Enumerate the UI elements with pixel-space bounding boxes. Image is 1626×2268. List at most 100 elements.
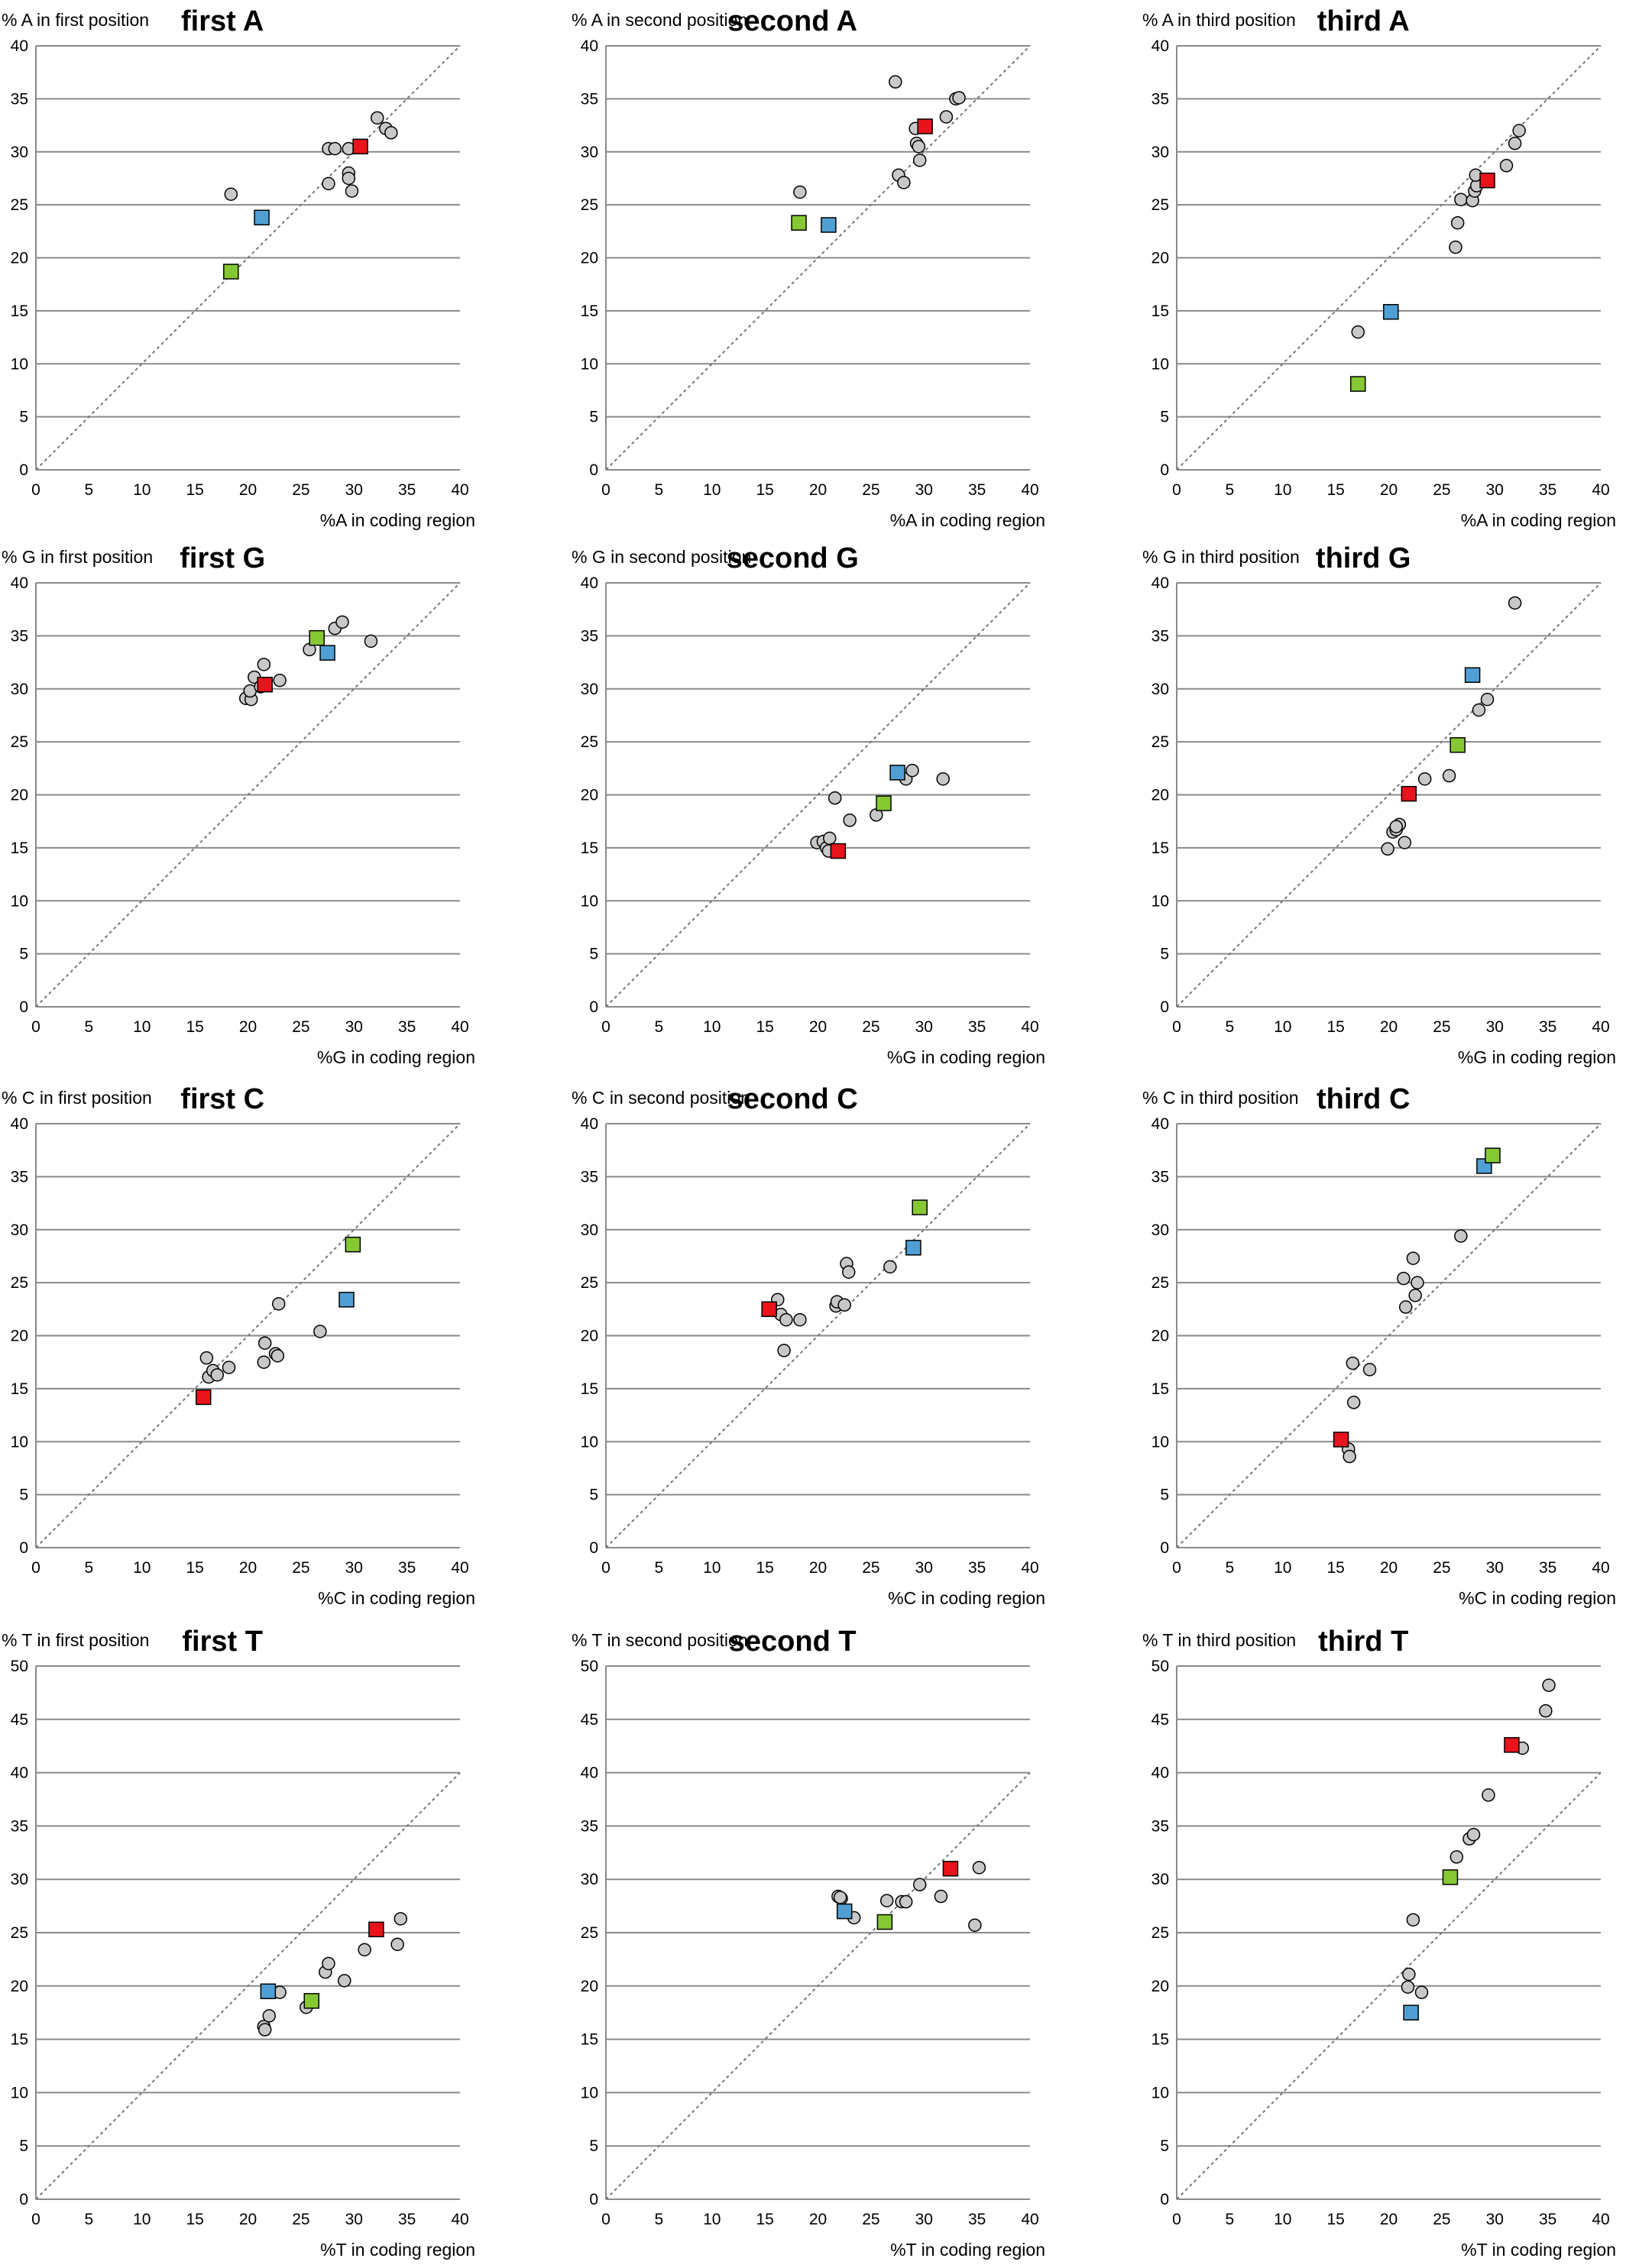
chart-5-ytick-label: 40 <box>1151 574 1169 592</box>
chart-11-ytick-label: 35 <box>1151 1817 1169 1835</box>
chart-5-xtick-label: 15 <box>1326 1018 1344 1036</box>
chart-2-ytick-label: 10 <box>1151 355 1169 373</box>
chart-3-xtick-label: 10 <box>133 1018 151 1036</box>
chart-6-ytick-label: 5 <box>19 1487 28 1504</box>
chart-0-xtick-label: 20 <box>239 481 257 499</box>
chart-8-red-square-point <box>1333 1432 1349 1448</box>
chart-6-xtick-label: 10 <box>133 1559 151 1577</box>
chart-2-circle-point <box>1351 325 1365 339</box>
chart-2-ytick-label: 0 <box>1160 461 1169 479</box>
chart-6-xtick-label: 15 <box>186 1559 203 1577</box>
chart-5-circle-point <box>1508 596 1522 610</box>
chart-2-circle-point <box>1512 124 1526 138</box>
chart-0-circle-point <box>322 176 335 191</box>
chart-11-ytick-label: 50 <box>1151 1658 1169 1675</box>
chart-6-ytick-label: 30 <box>11 1221 28 1239</box>
chart-7-circle-point <box>883 1260 897 1274</box>
chart-0-x-axis-label: %A in coding region <box>320 510 475 530</box>
chart-5: 0 5 10 15 20 25 30 35 40 0 5 10 15 20 25 30 35 40 % G in t… <box>1142 542 1616 1067</box>
chart-8-ytick-label: 20 <box>1151 1328 1169 1345</box>
chart-2-xtick-label: 0 <box>1172 481 1181 499</box>
chart-11-xtick-label: 5 <box>1226 2211 1235 2228</box>
chart-7-ytick-label: 35 <box>581 1168 598 1186</box>
chart-3-ytick-label: 35 <box>11 627 28 645</box>
chart-11-xtick-label: 15 <box>1326 2211 1344 2228</box>
chart-9-circle-point <box>390 1937 404 1952</box>
chart-4-ytick-label: 10 <box>581 892 598 910</box>
chart-7-title: second C <box>727 1083 858 1115</box>
chart-4-xtick-label: 5 <box>655 1018 664 1036</box>
chart-9-xtick-label: 5 <box>85 2211 94 2228</box>
chart-2-circle-point <box>1508 136 1522 150</box>
chart-5-blue-square-point <box>1464 667 1481 683</box>
chart-3-ytick-label: 0 <box>19 998 28 1016</box>
chart-6-ytick-label: 40 <box>11 1115 28 1133</box>
chart-10-circle-point <box>972 1861 986 1875</box>
chart-2-red-square-point <box>1479 172 1495 189</box>
chart-3-xtick-label: 35 <box>398 1018 416 1036</box>
chart-3-red-square-point <box>257 676 273 693</box>
chart-9-ytick-label: 10 <box>11 2084 28 2101</box>
chart-7-circle-point <box>841 1265 856 1279</box>
chart-7-ytick-label: 15 <box>581 1380 598 1398</box>
chart-6: 0 5 10 15 20 25 30 35 40 0 5 10 15 20 25 30 35 40 % C in f… <box>2 1083 475 1608</box>
chart-1-xtick-label: 5 <box>655 481 664 499</box>
chart-5-x-axis-label: %G in coding region <box>1458 1047 1616 1067</box>
chart-2-diagonal-line <box>1176 45 1602 471</box>
chart-10-ytick-label: 50 <box>581 1658 598 1675</box>
chart-5-circle-point <box>1417 772 1432 786</box>
chart-3-ytick-label: 30 <box>11 681 28 698</box>
chart-3-ytick-label: 10 <box>11 892 28 910</box>
chart-8-circle-point <box>1346 1356 1360 1370</box>
chart-2-ytick-label: 15 <box>1151 303 1169 320</box>
chart-1-x-axis-label: %A in coding region <box>890 510 1045 530</box>
chart-6-circle-point <box>313 1325 327 1338</box>
chart-1-green-square-point <box>791 215 807 231</box>
chart-7: 0 5 10 15 20 25 30 35 40 0 5 10 15 20 25 30 35 40 % C in s… <box>572 1083 1045 1608</box>
chart-9-ytick-label: 5 <box>19 2137 28 2155</box>
chart-6-title: first C <box>180 1083 264 1115</box>
chart-5-ytick-label: 20 <box>1151 787 1169 804</box>
chart-11-ytick-label: 40 <box>1151 1765 1169 1782</box>
chart-0-circle-point <box>328 141 342 156</box>
chart-1-title: second A <box>727 5 857 37</box>
chart-1-xtick-label: 25 <box>862 481 879 499</box>
chart-6-ytick-label: 15 <box>11 1380 28 1398</box>
chart-9-diagonal-line <box>35 1771 461 2200</box>
chart-1-xtick-label: 15 <box>756 481 773 499</box>
chart-6-red-square-point <box>195 1389 212 1406</box>
chart-9-ytick-label: 40 <box>11 1765 28 1782</box>
chart-7-x-axis-label: %C in coding region <box>888 1588 1045 1608</box>
chart-2-xtick-label: 25 <box>1433 481 1450 499</box>
chart-11-ytick-label: 30 <box>1151 1871 1169 1888</box>
chart-1-ytick-label: 5 <box>589 409 598 426</box>
chart-11-x-axis-label: %T in coding region <box>1461 2240 1616 2260</box>
chart-7-xtick-label: 15 <box>756 1559 773 1577</box>
chart-1-ytick-label: 25 <box>581 196 598 214</box>
chart-0-blue-square-point <box>254 209 270 226</box>
chart-4-ytick-label: 15 <box>581 840 598 857</box>
chart-11-diagonal-line <box>1176 1771 1602 2200</box>
chart-7-xtick-label: 40 <box>1021 1559 1038 1577</box>
chart-8-xtick-label: 10 <box>1274 1559 1291 1577</box>
chart-1-circle-point <box>912 140 926 154</box>
chart-8-circle-point <box>1454 1229 1468 1243</box>
chart-8-ytick-label: 15 <box>1151 1380 1169 1398</box>
chart-11-xtick-label: 30 <box>1486 2211 1504 2228</box>
chart-9-ytick-label: 35 <box>11 1817 28 1835</box>
chart-6-ytick-label: 35 <box>11 1168 28 1186</box>
chart-2-xtick-label: 10 <box>1274 481 1291 499</box>
chart-7-ytick-label: 40 <box>581 1115 598 1133</box>
chart-10-ytick-label: 15 <box>581 2031 598 2049</box>
chart-6-circle-point <box>199 1351 214 1365</box>
chart-8-xtick-label: 40 <box>1592 1559 1609 1577</box>
chart-0-ytick-label: 30 <box>11 144 28 161</box>
chart-7-ytick-label: 0 <box>589 1539 598 1557</box>
chart-0-ytick-label: 10 <box>11 355 28 373</box>
chart-8-ytick-label: 0 <box>1160 1539 1169 1557</box>
chart-3-ytick-label: 5 <box>19 946 28 963</box>
chart-7-ytick-label: 25 <box>581 1274 598 1292</box>
chart-11-circle-point <box>1539 1703 1553 1718</box>
chart-0-y-axis-label: % A in first position <box>2 10 149 30</box>
chart-5-circle-point <box>1381 842 1394 856</box>
